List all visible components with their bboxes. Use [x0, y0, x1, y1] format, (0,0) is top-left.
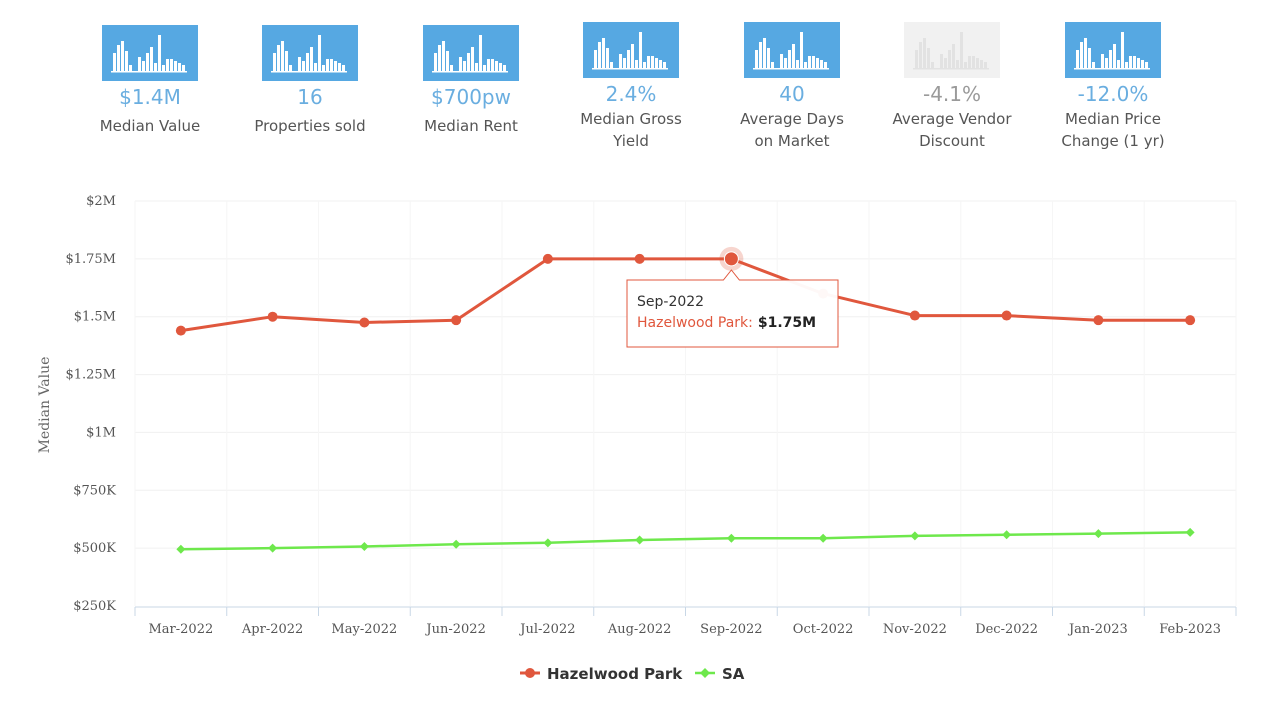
stat-card: 40 Average Days on Market — [712, 22, 872, 152]
stat-card: -12.0% Median Price Change (1 yr) — [1033, 22, 1193, 152]
bar-chart-icon — [1065, 22, 1161, 78]
legend-label-sa[interactable]: SA — [722, 665, 745, 683]
tooltip-date: Sep-2022 — [637, 294, 704, 310]
tooltip-line: Hazelwood Park: $1.75M — [637, 315, 816, 331]
data-point[interactable] — [176, 544, 186, 554]
data-point[interactable] — [451, 539, 461, 549]
y-tick-label: $250K — [73, 599, 116, 614]
x-tick-label: Jan-2023 — [1067, 622, 1128, 637]
data-point[interactable] — [634, 253, 645, 264]
series-line — [180, 531, 1191, 551]
x-tick-label: Feb-2023 — [1159, 622, 1221, 637]
x-tick-label: Apr-2022 — [241, 622, 303, 637]
stat-card: 2.4% Median Gross Yield — [551, 22, 711, 152]
bar-chart-icon — [423, 25, 519, 81]
data-point[interactable] — [543, 538, 553, 548]
y-tick-label: $1.75M — [65, 252, 116, 267]
bar-chart-icon — [583, 22, 679, 78]
x-tick-label: May-2022 — [331, 622, 397, 637]
stat-value: $700pw — [431, 85, 511, 109]
stat-card: $700pw Median Rent — [391, 25, 551, 137]
legend-label-hazelwood[interactable]: Hazelwood Park — [547, 665, 683, 683]
data-point[interactable] — [268, 543, 278, 553]
data-point[interactable] — [909, 310, 920, 321]
y-tick-label: $1M — [86, 425, 116, 440]
x-tick-label: Jul-2022 — [518, 622, 575, 637]
data-point[interactable] — [359, 542, 369, 552]
stat-label: Median Rent — [424, 117, 518, 135]
tooltip-value: $1.75M — [758, 315, 816, 331]
y-tick-label: $1.25M — [65, 368, 116, 383]
y-axis: $250K $500K $750K $1M $1.25M $1.5M $1.75M $2M — [65, 194, 116, 614]
bar-chart-icon — [904, 22, 1000, 78]
data-point[interactable] — [1001, 310, 1012, 321]
data-point[interactable] — [1093, 529, 1103, 539]
stat-card: 16 Properties sold — [230, 25, 390, 137]
stats-row: $1.4M Median Value 16 Properties sold $700pw… — [70, 0, 1192, 170]
stat-label: Average Vendor Discount — [892, 110, 1012, 150]
y-tick-label: $500K — [73, 541, 116, 556]
stat-value: 2.4% — [605, 82, 657, 106]
x-axis: Mar-2022 Apr-2022 May-2022 Jun-2022 Jul-2022… — [134, 606, 1237, 637]
legend-marker-sa[interactable] — [700, 668, 710, 678]
chart-tooltip: Sep-2022 Hazelwood Park: $1.75M — [626, 246, 839, 348]
series-line — [180, 257, 1191, 333]
data-point[interactable] — [1185, 527, 1195, 537]
stat-value: -4.1% — [922, 82, 982, 106]
data-point[interactable] — [267, 311, 278, 322]
data-point[interactable] — [542, 253, 553, 264]
x-tick-label: Nov-2022 — [883, 622, 947, 637]
tooltip-series-name: Hazelwood Park: — [637, 315, 753, 331]
hovered-point[interactable] — [723, 251, 739, 267]
x-tick-label: Jun-2022 — [424, 622, 485, 637]
stat-value: $1.4M — [119, 85, 181, 109]
x-tick-label: Sep-2022 — [700, 622, 762, 637]
data-point[interactable] — [726, 533, 736, 543]
data-point[interactable] — [1093, 315, 1104, 326]
data-point[interactable] — [1185, 315, 1196, 326]
data-point[interactable] — [1002, 530, 1012, 540]
stat-value: 16 — [297, 85, 323, 109]
x-tick-label: Aug-2022 — [607, 622, 672, 637]
stat-label: Median Price Change (1 yr) — [1061, 110, 1165, 150]
y-tick-label: $2M — [86, 194, 116, 209]
stat-label: Properties sold — [254, 117, 366, 135]
chart-grid — [134, 200, 1237, 606]
data-point[interactable] — [635, 535, 645, 545]
stat-label: Average Days on Market — [740, 110, 844, 150]
stat-value: 40 — [779, 82, 805, 106]
data-point[interactable] — [910, 531, 920, 541]
legend-marker-hazelwood[interactable] — [525, 668, 535, 678]
y-tick-label: $750K — [73, 483, 116, 498]
stat-card: -4.1% Average Vendor Discount — [872, 22, 1032, 152]
bar-chart-icon — [744, 22, 840, 78]
median-value-chart: $250K $500K $750K $1M $1.25M $1.5M $1.75M $2M M… — [37, 194, 1237, 683]
x-tick-label: Dec-2022 — [975, 622, 1038, 637]
data-point[interactable] — [175, 325, 186, 336]
tooltip-box — [626, 269, 839, 348]
x-tick-label: Oct-2022 — [793, 622, 854, 637]
stat-label: Median Value — [99, 117, 201, 135]
y-tick-label: $1.5M — [74, 310, 116, 325]
bar-chart-icon — [262, 25, 358, 81]
y-axis-title: Median Value — [37, 357, 53, 454]
bar-chart-icon — [102, 25, 198, 81]
stat-card: $1.4M Median Value — [70, 25, 230, 137]
data-point[interactable] — [359, 317, 370, 328]
x-tick-label: Mar-2022 — [148, 622, 213, 637]
chart-legend: Hazelwood Park SA — [520, 665, 745, 683]
data-point[interactable] — [818, 533, 828, 543]
data-point[interactable] — [451, 315, 462, 326]
stat-value: -12.0% — [1077, 82, 1149, 106]
stat-label: Median Gross Yield — [580, 110, 682, 150]
